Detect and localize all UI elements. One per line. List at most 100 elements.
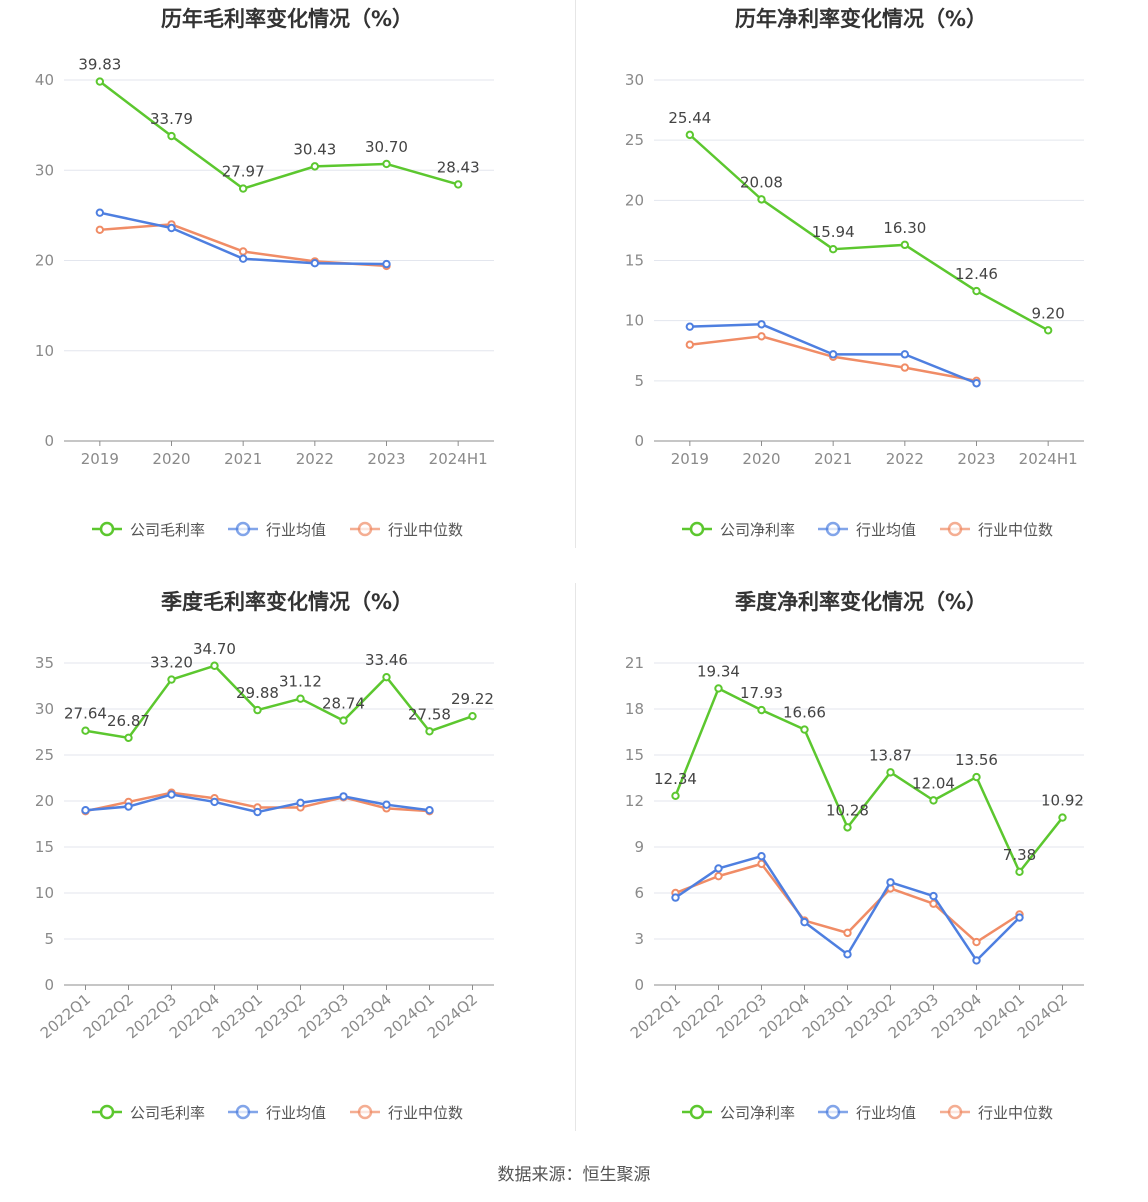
y-tick-label: 9 bbox=[634, 838, 644, 856]
data-point bbox=[310, 259, 320, 268]
data-point bbox=[339, 716, 348, 725]
data-label: 28.74 bbox=[322, 695, 365, 713]
data-point bbox=[296, 798, 305, 808]
vertical-divider-bottom bbox=[575, 583, 576, 1131]
data-label: 28.43 bbox=[437, 158, 480, 176]
data-point bbox=[253, 705, 262, 715]
data-label: 16.66 bbox=[783, 704, 826, 722]
y-tick-label: 20 bbox=[35, 792, 54, 810]
legend-swatch-marker bbox=[99, 521, 115, 537]
data-point bbox=[972, 772, 981, 782]
data-label: 30.43 bbox=[293, 140, 336, 158]
y-tick-label: 15 bbox=[625, 252, 644, 270]
y-tick-label: 40 bbox=[35, 71, 54, 89]
vertical-divider-top bbox=[575, 0, 576, 548]
legend-label: 行业均值 bbox=[856, 521, 916, 539]
data-point bbox=[757, 320, 766, 329]
legend-swatch-marker bbox=[235, 521, 251, 537]
data-label: 25.44 bbox=[668, 109, 711, 127]
data-point bbox=[238, 254, 248, 263]
legend-label: 公司净利率 bbox=[720, 521, 795, 539]
quarterly-net-margin-chart: 季度净利率变化情况（%）0369121518212022Q12022Q22022… bbox=[625, 590, 1084, 1122]
data-point bbox=[900, 350, 910, 359]
data-label: 16.30 bbox=[883, 219, 926, 237]
y-tick-label: 5 bbox=[634, 372, 644, 390]
legend-label: 行业中位数 bbox=[388, 1104, 463, 1122]
data-point bbox=[757, 852, 766, 861]
y-tick-label: 30 bbox=[35, 700, 54, 718]
data-point bbox=[757, 332, 766, 341]
data-point bbox=[714, 684, 723, 693]
data-point bbox=[828, 350, 838, 359]
data-point bbox=[972, 379, 981, 388]
data-point bbox=[382, 159, 391, 169]
data-point bbox=[757, 705, 766, 715]
annual-net-margin-panel: 历年净利率变化情况（%） 0 5 10 15 20 25 30 2019 2020 2021 2022… bbox=[574, 0, 1148, 583]
data-point bbox=[453, 180, 463, 189]
x-tick-label: 2024H1 bbox=[429, 450, 488, 468]
legend-label: 公司毛利率 bbox=[130, 521, 205, 539]
series-line bbox=[99, 80, 459, 190]
data-label: 13.56 bbox=[955, 751, 998, 769]
quarterly-gross-margin-panel: 季度毛利率变化情况（%） 0 5 10 15 20 25 30 35 2022Q1 2022Q2 20… bbox=[0, 583, 574, 1166]
data-point bbox=[167, 131, 176, 141]
y-tick-label: 10 bbox=[35, 884, 54, 902]
x-tick-label: 2024H1 bbox=[1019, 450, 1078, 468]
data-point bbox=[210, 797, 219, 807]
x-tick-label: 2020 bbox=[742, 450, 780, 468]
data-label: 30.70 bbox=[365, 138, 408, 156]
y-tick-label: 35 bbox=[35, 654, 54, 672]
data-point bbox=[95, 225, 105, 235]
data-label: 27.64 bbox=[64, 705, 107, 723]
data-label: 39.83 bbox=[78, 56, 121, 74]
data-point bbox=[124, 802, 133, 811]
data-label: 17.93 bbox=[740, 684, 783, 702]
y-tick-label: 18 bbox=[625, 700, 644, 718]
data-point bbox=[757, 195, 766, 204]
y-tick-label: 12 bbox=[625, 792, 644, 810]
x-tick-label: 2019 bbox=[671, 450, 709, 468]
data-point bbox=[685, 322, 695, 331]
data-point bbox=[800, 725, 809, 734]
data-point bbox=[929, 796, 938, 805]
quarterly-gross-margin-chart: 季度毛利率变化情况（%）051015202530352022Q12022Q220… bbox=[35, 590, 494, 1122]
data-point bbox=[1043, 326, 1053, 335]
chart-title: 季度毛利率变化情况（%） bbox=[161, 590, 413, 614]
data-point bbox=[685, 340, 695, 349]
y-tick-label: 0 bbox=[634, 432, 644, 450]
annual-net-margin-chart: 历年净利率变化情况（%） 0 5 10 15 20 25 30 2019 2020 2021 2022… bbox=[625, 7, 1084, 539]
x-tick-label: 2019 bbox=[81, 450, 119, 468]
x-tick-label: 2023 bbox=[957, 450, 995, 468]
data-label: 19.34 bbox=[697, 662, 740, 680]
legend-swatch-marker bbox=[357, 1104, 373, 1120]
data-point bbox=[757, 859, 766, 869]
annual-gross-margin-chart: 历年毛利率变化情况（%） 0 10 20 30 40 2019 2020 2021 2022 202… bbox=[35, 7, 494, 539]
data-label: 29.88 bbox=[236, 684, 279, 702]
data-label: 15.94 bbox=[812, 223, 855, 241]
x-tick-label: 2021 bbox=[814, 450, 852, 468]
data-point bbox=[167, 790, 176, 799]
data-point bbox=[843, 950, 852, 959]
x-tick-label: 2020 bbox=[152, 450, 190, 468]
data-point bbox=[238, 184, 248, 193]
data-label: 33.20 bbox=[150, 654, 193, 672]
data-label: 29.22 bbox=[451, 690, 494, 708]
data-point bbox=[685, 130, 695, 140]
annual-gross-margin-panel: 历年毛利率变化情况（%） 0 10 20 30 40 2019 2020 2021 2022 202… bbox=[0, 0, 574, 583]
data-point bbox=[900, 363, 910, 372]
legend-label: 行业均值 bbox=[266, 521, 326, 539]
legend-swatch-marker bbox=[689, 1104, 705, 1120]
y-tick-label: 21 bbox=[625, 654, 644, 672]
legend-swatch-marker bbox=[947, 1104, 963, 1120]
data-point bbox=[800, 917, 809, 927]
data-label: 20.08 bbox=[740, 173, 783, 191]
y-tick-label: 15 bbox=[625, 746, 644, 764]
data-label: 12.46 bbox=[955, 265, 998, 283]
legend-label: 公司净利率 bbox=[720, 1104, 795, 1122]
data-point bbox=[843, 823, 852, 832]
data-label: 33.46 bbox=[365, 651, 408, 669]
data-point bbox=[900, 240, 910, 250]
legend-swatch-marker bbox=[947, 521, 963, 537]
x-tick-label: 2022 bbox=[296, 450, 334, 468]
data-point bbox=[972, 956, 981, 965]
